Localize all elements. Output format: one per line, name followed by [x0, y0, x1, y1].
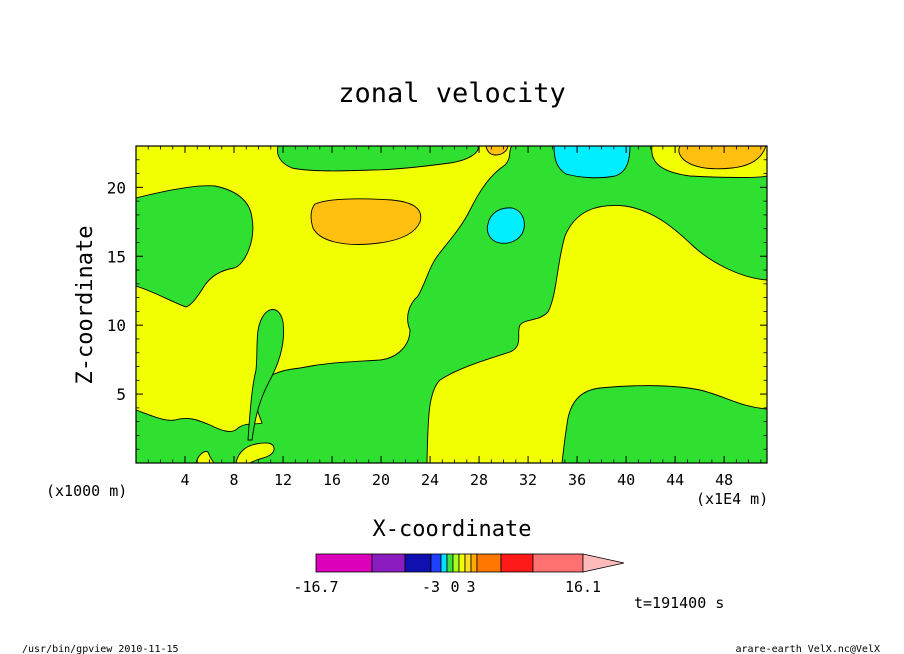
y-axis-ticks: 5 10 15 20 — [107, 159, 767, 450]
contour-region-green-topleft — [277, 146, 479, 172]
contour-region-orange-center — [310, 198, 422, 245]
colorbar-label: 16.1 — [565, 578, 601, 596]
colorbar-segment — [404, 553, 432, 573]
x-tick-label: 16 — [323, 471, 341, 489]
contour-region-cyan-mid — [486, 207, 525, 244]
colorbar-segment — [500, 553, 534, 573]
contour-region-green-spike — [247, 309, 285, 441]
colorbar-label: -16.7 — [293, 578, 338, 596]
x-tick-label: 24 — [421, 471, 439, 489]
colorbar-labels: -16.7 -3 0 3 16.1 — [293, 578, 601, 596]
colorbar-segment — [470, 553, 478, 573]
x-tick-label: 44 — [666, 471, 684, 489]
colorbar-label: -3 — [422, 578, 440, 596]
colorbar-segment — [476, 553, 502, 573]
y-tick-label: 5 — [116, 385, 126, 404]
y-axis-label: Z-coordinate — [73, 226, 98, 385]
x-tick-label: 28 — [470, 471, 488, 489]
x-tick-label: 8 — [230, 471, 239, 489]
contour-region-green-bottomright — [561, 385, 767, 463]
colorbar-segment — [452, 553, 460, 573]
x-tick-label: 36 — [568, 471, 586, 489]
colorbar-segment — [458, 553, 466, 573]
colorbar-segment — [371, 553, 406, 573]
x-axis-ticks: 4 8 12 16 20 24 28 32 36 40 44 48 — [147, 146, 762, 489]
contour-region-green-center — [136, 146, 767, 463]
contour-region-yellow-pocket — [235, 442, 275, 463]
x-tick-label: 48 — [715, 471, 733, 489]
chart-title: zonal velocity — [338, 78, 566, 109]
x-tick-label: 20 — [372, 471, 390, 489]
y-tick-label: 10 — [107, 316, 126, 335]
x-tick-label: 32 — [519, 471, 537, 489]
x-axis-unit-right: (x1E4 m) — [696, 490, 768, 508]
time-label: t=191400 s — [634, 594, 724, 612]
plot-area — [136, 146, 767, 463]
y-tick-label: 15 — [107, 247, 126, 266]
contour-region-orange-topright — [678, 146, 767, 170]
footer-right: arare-earth_VelX.nc@VelX — [736, 644, 881, 654]
colorbar-segment — [532, 553, 584, 573]
colorbar-segment — [315, 553, 373, 573]
colorbar-arrow — [582, 553, 625, 573]
y-tick-label: 20 — [107, 178, 126, 197]
colorbar-label: 3 — [466, 578, 475, 596]
footer-left: /usr/bin/gpview 2010-11-15 — [22, 644, 179, 654]
x-tick-label: 40 — [617, 471, 635, 489]
colorbar — [315, 553, 625, 573]
x-tick-label: 4 — [180, 471, 189, 489]
x-tick-label: 12 — [274, 471, 292, 489]
colorbar-segment — [440, 553, 448, 573]
contour-region-cyan-top — [553, 146, 631, 179]
colorbar-segment — [464, 553, 472, 573]
plot-frame — [135, 145, 768, 464]
x-axis-unit-left: (x1000 m) — [46, 482, 127, 500]
colorbar-segment — [430, 553, 442, 573]
colorbar-segment — [446, 553, 454, 573]
contour-region-green-left — [136, 185, 254, 308]
x-axis-label: X-coordinate — [373, 517, 532, 542]
colorbar-label: 0 — [450, 578, 459, 596]
